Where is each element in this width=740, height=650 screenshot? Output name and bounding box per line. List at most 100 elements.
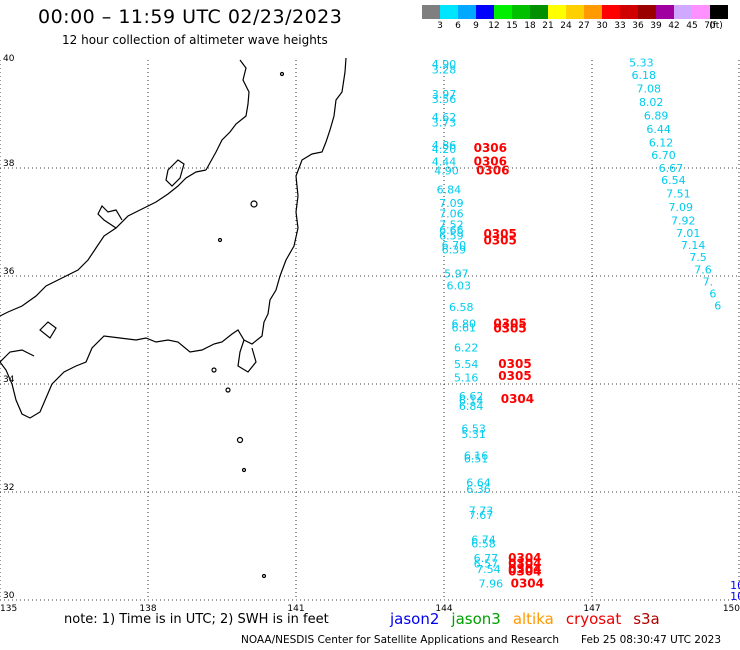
wave-height-value: 4.90 xyxy=(432,58,457,71)
scale-tick-label: 21 xyxy=(542,21,554,31)
scale-tick-label: 15 xyxy=(506,21,518,31)
mission-jason3: jason3 xyxy=(451,610,501,628)
wave-height-value: 6.39 xyxy=(442,243,467,256)
scale-swatch xyxy=(530,5,548,19)
wave-height-value: 7.96 xyxy=(479,578,504,591)
time-label: 0304 xyxy=(508,557,541,571)
wave-height-value: 8.02 xyxy=(639,96,664,109)
coastline-pacific-south xyxy=(0,335,215,419)
lat-tick-label: 34 xyxy=(3,375,15,385)
scale-tick-label: 39 xyxy=(650,21,662,31)
time-label: 0306 xyxy=(474,141,507,155)
wave-height-value: 6.57 xyxy=(474,558,499,571)
scale-swatch xyxy=(476,5,494,19)
scale-tick-label: 3 xyxy=(437,21,443,31)
scale-swatch xyxy=(440,5,458,19)
wave-height-value: 6.58 xyxy=(449,301,474,314)
mission-jason2: jason2 xyxy=(390,610,440,628)
wave-height-value: 6.84 xyxy=(459,400,484,413)
mission-cryosat: cryosat xyxy=(565,610,622,628)
lat-lon-grid xyxy=(0,60,740,601)
wave-height-value: 7. xyxy=(703,276,714,289)
wave-height-value: 6.77 xyxy=(474,552,499,565)
time-label: 0305 xyxy=(483,234,516,248)
scale-swatch xyxy=(674,5,692,19)
wave-height-value: 4.62 xyxy=(432,111,457,124)
time-label: 0304 xyxy=(508,562,541,576)
wave-height-value: 7.52 xyxy=(439,218,464,231)
lat-tick-label: 38 xyxy=(3,159,15,169)
time-label: 0305 xyxy=(493,322,526,336)
scale-swatch xyxy=(566,5,584,19)
coastline-noto xyxy=(97,204,123,229)
lon-tick-label: 138 xyxy=(139,604,156,614)
scale-tick-label: 27 xyxy=(578,21,590,31)
wave-height-value: 7.14 xyxy=(681,239,706,252)
wave-height-value: 7.09 xyxy=(439,197,464,210)
island-izu-3 xyxy=(241,467,247,473)
wave-height-value: 6.70 xyxy=(651,149,676,162)
lon-tick-label: 135 xyxy=(0,604,17,614)
wave-height-value: 10 xyxy=(730,579,740,592)
time-label: 0306 xyxy=(474,154,507,168)
scale-swatch xyxy=(710,5,728,19)
footer-timestamp: Feb 25 08:30:47 UTC 2023 xyxy=(581,634,721,646)
coastline-awaji xyxy=(39,321,57,339)
wave-height-value: 6.80 xyxy=(451,317,476,330)
wave-height-value: 3.97 xyxy=(432,88,457,101)
wave-height-value: 6.66 xyxy=(439,224,464,237)
scale-swatch xyxy=(620,5,638,19)
wave-height-value: 5.16 xyxy=(454,371,479,384)
wave-height-value: 5.97 xyxy=(444,268,469,281)
lake-3 xyxy=(217,237,223,243)
wave-height-value: 7.73 xyxy=(469,505,494,518)
lat-tick-label: 36 xyxy=(3,267,15,277)
color-scale-labels: 3 6 9 12 15 18 21 24 27 30 33 36 39 42 45 70 (ft) xyxy=(422,21,740,33)
page-title: 00:00 – 11:59 UTC 02/23/2023 xyxy=(38,6,343,28)
wave-height-value: 7.92 xyxy=(671,215,696,228)
coastline-shikoku xyxy=(0,349,35,363)
mission-legend: jason2 jason3 altika cryosat s3a xyxy=(390,610,672,628)
wave-height-value: 7.6 xyxy=(694,263,712,276)
lake-2 xyxy=(211,367,217,373)
scale-unit-label: (ft) xyxy=(709,21,723,31)
wave-height-value: 7.67 xyxy=(469,509,494,522)
wave-height-value: 6.54 xyxy=(661,174,686,187)
lon-tick-label: 150 xyxy=(723,604,740,614)
wave-height-value: 4.90 xyxy=(434,164,459,177)
wave-height-value: 6.16 xyxy=(464,450,489,463)
wave-height-value: 6.61 xyxy=(451,322,476,335)
coastline-honshu-east xyxy=(205,57,347,345)
time-label: 0305 xyxy=(483,227,516,241)
wave-height-value: 6 xyxy=(714,299,721,312)
scale-swatch xyxy=(656,5,674,19)
lon-tick-label: 147 xyxy=(583,604,600,614)
lat-tick-label: 32 xyxy=(3,483,14,493)
wave-height-value: 10 xyxy=(730,590,740,603)
wave-height-value: 6.58 xyxy=(471,538,496,551)
time-label: 0305 xyxy=(498,369,531,383)
island-izu-1 xyxy=(225,387,231,393)
time-label: 0304 xyxy=(511,577,544,591)
scale-swatch xyxy=(602,5,620,19)
coastline-japan-sea xyxy=(0,169,207,317)
page-subtitle: 12 hour collection of altimeter wave hei… xyxy=(62,33,328,47)
lat-tick-label: 30 xyxy=(3,591,15,601)
lon-tick-label: 144 xyxy=(435,604,452,614)
scale-tick-label: 36 xyxy=(632,21,644,31)
time-label: 0304 xyxy=(508,551,541,565)
wave-height-value: 6.12 xyxy=(649,136,674,149)
wave-height-value: 3.28 xyxy=(432,64,457,77)
scale-tick-label: 24 xyxy=(560,21,572,31)
island-oki xyxy=(279,71,285,77)
coastline-boso xyxy=(237,339,257,373)
footer-credit: NOAA/NESDIS Center for Satellite Applica… xyxy=(241,634,559,646)
wave-height-value: 3.56 xyxy=(432,93,457,106)
coastline-sado xyxy=(165,159,185,187)
time-label: 0305 xyxy=(498,357,531,371)
scale-tick-label: 45 xyxy=(686,21,698,31)
wave-height-value: 6.14 xyxy=(459,395,484,408)
island-izu-2 xyxy=(236,436,244,444)
wave-height-value: 6.44 xyxy=(646,123,671,136)
